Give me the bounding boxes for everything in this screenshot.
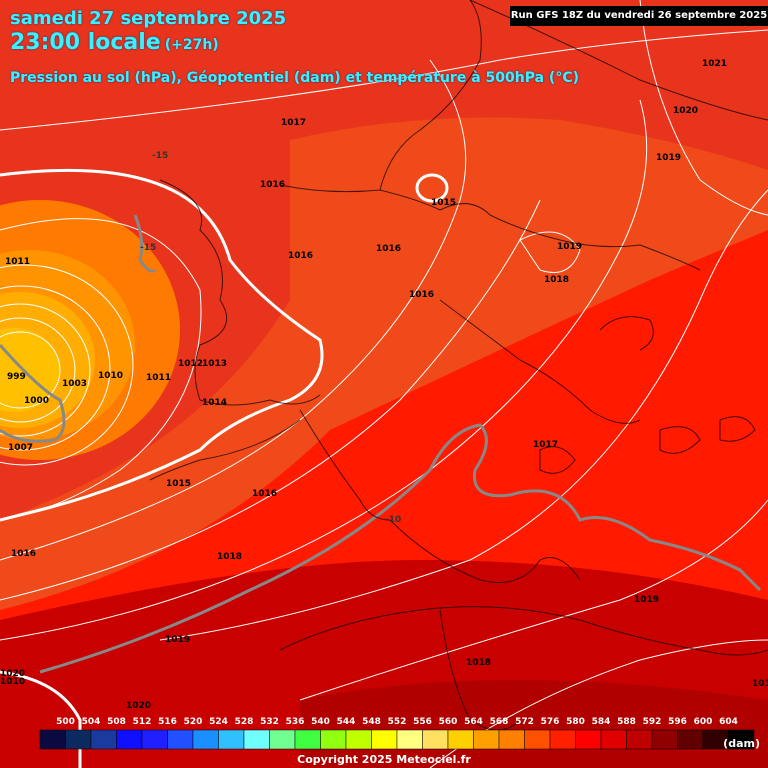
temperature-label: -15	[140, 243, 156, 253]
pressure-label: 1016	[11, 549, 36, 559]
pressure-label: 1016	[260, 180, 285, 190]
pressure-label: 1013	[202, 359, 227, 369]
scale-value-label: 568	[490, 717, 509, 727]
scale-swatch	[601, 730, 627, 749]
scale-swatch	[168, 730, 194, 749]
pressure-label: 1000	[24, 396, 49, 406]
scale-swatch	[372, 730, 398, 749]
pressure-label: 1011	[146, 373, 171, 383]
pressure-label: 999	[7, 372, 26, 382]
scale-swatch	[397, 730, 423, 749]
pressure-label: 1012	[178, 359, 203, 369]
scale-swatch	[91, 730, 117, 749]
scale-swatch	[244, 730, 270, 749]
scale-swatch	[295, 730, 321, 749]
scale-value-label: 500	[56, 717, 75, 727]
scale-swatch	[117, 730, 143, 749]
pressure-label: 1020	[673, 106, 698, 116]
pressure-label: 1003	[62, 379, 87, 389]
copyright: Copyright 2025 Meteociel.fr	[0, 753, 768, 766]
date-line: samedi 27 septembre 2025	[10, 10, 286, 29]
scale-swatch	[576, 730, 602, 749]
pressure-label: 1010	[0, 677, 25, 687]
pressure-label: 1019	[165, 635, 190, 645]
scale-value-label: 592	[643, 717, 662, 727]
pressure-label: 1019	[752, 679, 768, 689]
pressure-label: 1017	[281, 118, 306, 128]
temperature-label: -10	[385, 515, 401, 525]
scale-swatch	[423, 730, 449, 749]
pressure-label: 1007	[8, 443, 33, 453]
pressure-label: 1015	[166, 479, 191, 489]
scale-value-label: 556	[413, 717, 432, 727]
scale-swatch	[142, 730, 168, 749]
scale-value-label: 504	[82, 717, 101, 727]
time-text: 23:00 locale	[10, 30, 161, 55]
scale-value-label: 540	[311, 717, 330, 727]
scale-value-label: 552	[388, 717, 407, 727]
scale-value-label: 544	[337, 717, 356, 727]
pressure-label: 1015	[431, 198, 456, 208]
pressure-label: 1014	[202, 398, 227, 408]
scale-value-label: 516	[158, 717, 177, 727]
scale-unit: (dam)	[723, 737, 760, 750]
scale-value-label: 528	[235, 717, 254, 727]
scale-value-label: 536	[286, 717, 305, 727]
scale-value-label: 576	[541, 717, 560, 727]
scale-swatch	[346, 730, 372, 749]
scale-value-label: 524	[209, 717, 228, 727]
scale-value-label: 532	[260, 717, 279, 727]
pressure-label: 1019	[656, 153, 681, 163]
pressure-label: 1019	[634, 595, 659, 605]
pressure-label: 1018	[466, 658, 491, 668]
scale-swatch	[474, 730, 500, 749]
scale-value-label: 548	[362, 717, 381, 727]
scale-swatch	[219, 730, 245, 749]
scale-swatch	[40, 730, 66, 749]
pressure-label: 1016	[409, 290, 434, 300]
scale-value-label: 508	[107, 717, 126, 727]
time-line: 23:00 locale (+27h)	[10, 31, 286, 54]
run-info: Run GFS 18Z du vendredi 26 septembre 202…	[510, 6, 768, 26]
pressure-label: 1020	[126, 701, 151, 711]
scale-swatch	[448, 730, 474, 749]
scale-value-label: 512	[133, 717, 152, 727]
scale-value-label: 560	[439, 717, 458, 727]
pressure-label: 1016	[376, 244, 401, 254]
scale-value-label: 604	[719, 717, 738, 727]
scale-swatch	[66, 730, 92, 749]
scale-swatch	[652, 730, 678, 749]
pressure-label: 1016	[252, 489, 277, 499]
subtitle: Pression au sol (hPa), Géopotentiel (dam…	[10, 70, 579, 86]
lead-time: (+27h)	[165, 37, 219, 53]
pressure-label: 1010	[98, 371, 123, 381]
scale-value-label: 580	[566, 717, 585, 727]
scale-value-label: 520	[184, 717, 203, 727]
scale-value-label: 584	[592, 717, 611, 727]
scale-value-label: 564	[464, 717, 483, 727]
color-scale: 500 504 508 512 516 520 524 528 532 536 540 544 548 5…	[40, 717, 754, 749]
temperature-label: -15	[152, 151, 168, 161]
scale-swatch	[193, 730, 219, 749]
title-block: samedi 27 septembre 2025 23:00 locale (+2…	[10, 10, 286, 54]
scale-value-label: 596	[668, 717, 687, 727]
scale-swatch	[678, 730, 704, 749]
scale-swatch	[499, 730, 525, 749]
scale-swatch	[550, 730, 576, 749]
scale-value-label: 600	[694, 717, 713, 727]
pressure-label: 1011	[5, 257, 30, 267]
scale-swatch	[627, 730, 653, 749]
scale-swatch	[525, 730, 551, 749]
pressure-label: 1018	[544, 275, 569, 285]
scale-value-label: 572	[515, 717, 534, 727]
scale-value-label: 588	[617, 717, 636, 727]
scale-swatch	[270, 730, 296, 749]
scale-swatch	[321, 730, 347, 749]
pressure-label: 1021	[702, 59, 727, 69]
pressure-label: 1019	[557, 242, 582, 252]
pressure-label: 1018	[217, 552, 242, 562]
pressure-label: 1017	[533, 440, 558, 450]
pressure-label: 1016	[288, 251, 313, 261]
